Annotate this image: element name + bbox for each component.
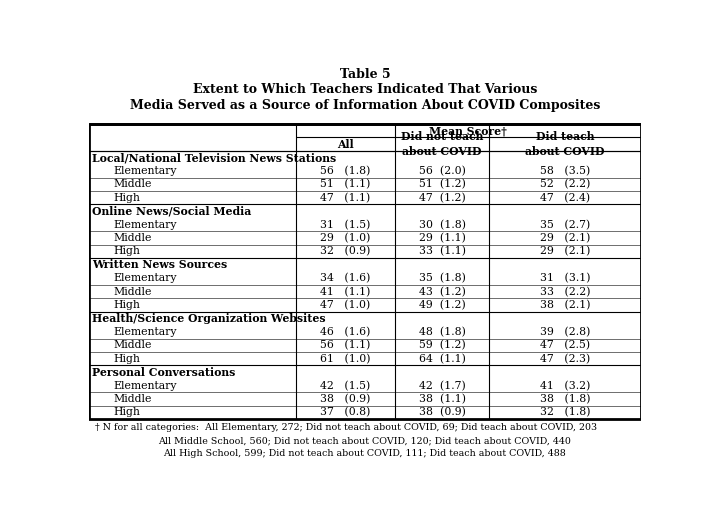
Text: 34   (1.6): 34 (1.6)	[320, 273, 371, 283]
Text: 61   (1.0): 61 (1.0)	[320, 354, 371, 364]
Text: 58   (3.5): 58 (3.5)	[540, 166, 590, 176]
Text: 64  (1.1): 64 (1.1)	[419, 354, 466, 364]
Text: 31   (1.5): 31 (1.5)	[320, 220, 371, 230]
Bar	[89, 124, 641, 419]
Text: 35   (2.7): 35 (2.7)	[540, 220, 590, 230]
Text: 42  (1.7): 42 (1.7)	[419, 380, 466, 391]
Text: 47   (2.4): 47 (2.4)	[540, 193, 590, 203]
Text: 37   (0.8): 37 (0.8)	[320, 407, 371, 418]
Text: 56  (2.0): 56 (2.0)	[419, 166, 466, 176]
Text: Middle: Middle	[114, 340, 152, 350]
Text: Personal Conversations: Personal Conversations	[93, 367, 236, 378]
Text: 47   (2.3): 47 (2.3)	[540, 354, 590, 364]
Text: 38  (1.1): 38 (1.1)	[419, 394, 466, 404]
Text: 49  (1.2): 49 (1.2)	[419, 300, 466, 310]
Text: 47  (1.2): 47 (1.2)	[419, 193, 466, 203]
Text: 47   (2.5): 47 (2.5)	[540, 340, 590, 351]
Text: 43  (1.2): 43 (1.2)	[419, 286, 466, 297]
Text: 38   (0.9): 38 (0.9)	[320, 394, 371, 404]
Text: 56   (1.1): 56 (1.1)	[320, 340, 371, 351]
Text: Did not teach
about COVID: Did not teach about COVID	[401, 131, 483, 157]
Text: 52   (2.2): 52 (2.2)	[540, 179, 590, 190]
Text: Elementary: Elementary	[114, 274, 177, 283]
Text: 39   (2.8): 39 (2.8)	[540, 327, 590, 337]
Text: 38   (1.8): 38 (1.8)	[540, 394, 590, 404]
Text: All Middle School, 560; Did not teach about COVID, 120; Did teach about COVID, 4: All Middle School, 560; Did not teach ab…	[159, 436, 571, 445]
Text: 29  (1.1): 29 (1.1)	[419, 233, 466, 243]
Text: Health/Science Organization Websites: Health/Science Organization Websites	[93, 313, 326, 324]
Text: High: High	[114, 300, 141, 310]
Text: 31   (3.1): 31 (3.1)	[540, 273, 590, 283]
Text: 41   (3.2): 41 (3.2)	[540, 380, 590, 391]
Text: 29   (1.0): 29 (1.0)	[320, 233, 371, 243]
Text: Middle: Middle	[114, 286, 152, 297]
Text: Elementary: Elementary	[114, 166, 177, 176]
Text: Extent to Which Teachers Indicated That Various: Extent to Which Teachers Indicated That …	[193, 83, 537, 96]
Text: 59  (1.2): 59 (1.2)	[419, 340, 466, 351]
Text: Local/National Television News Stations: Local/National Television News Stations	[93, 152, 337, 163]
Text: High: High	[114, 408, 141, 418]
Text: 35  (1.8): 35 (1.8)	[419, 273, 466, 283]
Text: High: High	[114, 354, 141, 364]
Text: Elementary: Elementary	[114, 327, 177, 337]
Text: Did teach
about COVID: Did teach about COVID	[525, 131, 604, 157]
Text: All High School, 599; Did not teach about COVID, 111; Did teach about COVID, 488: All High School, 599; Did not teach abou…	[164, 450, 566, 458]
Text: Written News Sources: Written News Sources	[93, 260, 228, 270]
Text: 41   (1.1): 41 (1.1)	[320, 286, 371, 297]
Text: 33  (1.1): 33 (1.1)	[419, 246, 466, 256]
Text: Middle: Middle	[114, 233, 152, 243]
Text: Elementary: Elementary	[114, 381, 177, 391]
Text: 32   (0.9): 32 (0.9)	[320, 246, 371, 256]
Text: 38  (0.9): 38 (0.9)	[419, 407, 466, 418]
Text: Table 5: Table 5	[340, 68, 390, 81]
Text: 48  (1.8): 48 (1.8)	[419, 327, 466, 337]
Text: High: High	[114, 247, 141, 256]
Text: Media Served as a Source of Information About COVID Composites: Media Served as a Source of Information …	[130, 99, 600, 112]
Text: 30  (1.8): 30 (1.8)	[419, 220, 466, 230]
Text: 38   (2.1): 38 (2.1)	[540, 300, 590, 310]
Text: Middle: Middle	[114, 179, 152, 190]
Text: 29   (2.1): 29 (2.1)	[540, 246, 590, 256]
Text: 32   (1.8): 32 (1.8)	[540, 407, 590, 418]
Text: 33   (2.2): 33 (2.2)	[540, 286, 590, 297]
Text: 47   (1.1): 47 (1.1)	[320, 193, 371, 203]
Text: 46   (1.6): 46 (1.6)	[320, 327, 371, 337]
Text: 47   (1.0): 47 (1.0)	[320, 300, 371, 310]
Text: 51  (1.2): 51 (1.2)	[419, 179, 466, 190]
Text: Mean Score†: Mean Score†	[429, 125, 507, 136]
Text: 42   (1.5): 42 (1.5)	[320, 380, 371, 391]
Text: 51   (1.1): 51 (1.1)	[320, 179, 371, 190]
Text: Middle: Middle	[114, 394, 152, 404]
Text: Elementary: Elementary	[114, 220, 177, 229]
Text: High: High	[114, 193, 141, 203]
Text: 29   (2.1): 29 (2.1)	[540, 233, 590, 243]
Text: 56   (1.8): 56 (1.8)	[320, 166, 371, 176]
Text: All: All	[337, 139, 354, 150]
Text: Online News/Social Media: Online News/Social Media	[93, 206, 251, 217]
Text: † N for all categories:  All Elementary, 272; Did not teach about COVID, 69; Did: † N for all categories: All Elementary, …	[95, 423, 597, 432]
